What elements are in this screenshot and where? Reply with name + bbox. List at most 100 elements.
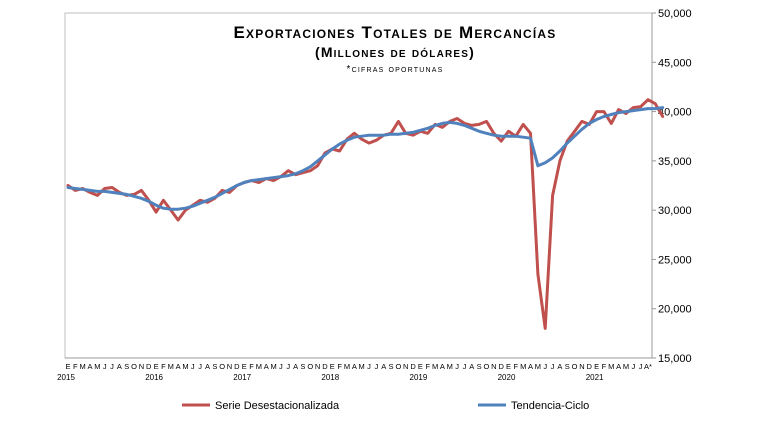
- chart-title: Exportaciones Totales de Mercancías: [234, 23, 557, 42]
- y-tick-label: 50,000: [658, 8, 692, 20]
- x-tick-label: J: [198, 362, 202, 371]
- x-tick-label: O: [484, 362, 490, 371]
- x-tick-label: D: [146, 362, 152, 371]
- x-tick-label: J: [374, 362, 378, 371]
- x-year-label: 2019: [410, 373, 428, 382]
- x-tick-label: F: [161, 362, 166, 371]
- x-tick-label: M: [80, 362, 86, 371]
- x-tick-label: A: [176, 362, 181, 371]
- legend: Serie Desestacionalizada Tendencia-Ciclo: [182, 400, 589, 412]
- x-year-label: 2016: [145, 373, 163, 382]
- x-tick-label: N: [403, 362, 408, 371]
- x-tick-label: O: [395, 362, 401, 371]
- x-tick-label: J: [191, 362, 195, 371]
- x-tick-label: S: [389, 362, 394, 371]
- x-tick-label: A: [293, 362, 298, 371]
- y-tick-label: 15,000: [658, 353, 692, 365]
- x-tick-label: E: [154, 362, 159, 371]
- x-tick-label: A: [205, 362, 210, 371]
- x-year-label: 2017: [233, 373, 251, 382]
- x-tick-label: A: [117, 362, 122, 371]
- y-tick-label: 25,000: [658, 254, 692, 266]
- x-tick-label: A: [440, 362, 445, 371]
- series-line-serie-desestacionalizada: [66, 98, 665, 330]
- x-tick-label: E: [506, 362, 511, 371]
- x-year-label: 2020: [498, 373, 516, 382]
- x-tick-label: E: [242, 362, 247, 371]
- chart-note: *cifras oportunas: [347, 64, 444, 75]
- x-tick-label: S: [300, 362, 305, 371]
- x-tick-label: F: [337, 362, 342, 371]
- x-tick-label: E: [418, 362, 423, 371]
- x-tick-label: D: [587, 362, 593, 371]
- legend-label-serie-desestacionalizada: Serie Desestacionalizada: [215, 400, 340, 412]
- x-tick-label: M: [270, 362, 276, 371]
- x-tick-label: J: [367, 362, 371, 371]
- y-tick-label: 40,000: [658, 107, 692, 119]
- x-tick-label: F: [249, 362, 254, 371]
- x-year-label: 2021: [586, 373, 604, 382]
- x-tick-label: A: [616, 362, 621, 371]
- x-tick-label: E: [594, 362, 599, 371]
- x-tick-label: N: [227, 362, 232, 371]
- x-tick-label: J: [631, 362, 635, 371]
- x-tick-label: S: [124, 362, 129, 371]
- x-tick-label: J: [455, 362, 459, 371]
- y-tick-label: 35,000: [658, 156, 692, 168]
- x-tick-label: E: [65, 362, 70, 371]
- x-tick-label: F: [73, 362, 78, 371]
- x-tick-label: N: [491, 362, 496, 371]
- x-tick-label: S: [477, 362, 482, 371]
- x-tick-label: M: [359, 362, 365, 371]
- x-tick-label: M: [182, 362, 188, 371]
- x-axis-years: 2015 2016 2017 2018 2019 2020 2021: [57, 373, 604, 382]
- y-tick-label: 45,000: [658, 57, 692, 69]
- x-tick-label: A*: [644, 362, 652, 371]
- x-tick-label: A: [352, 362, 357, 371]
- x-tick-label: S: [212, 362, 217, 371]
- x-tick-label: J: [279, 362, 283, 371]
- x-tick-label: O: [219, 362, 225, 371]
- x-tick-label: M: [535, 362, 541, 371]
- x-tick-label: M: [256, 362, 262, 371]
- x-tick-label: M: [623, 362, 629, 371]
- x-tick-label: S: [565, 362, 570, 371]
- x-tick-label: J: [543, 362, 547, 371]
- x-tick-label: A: [557, 362, 562, 371]
- x-tick-label: M: [94, 362, 100, 371]
- x-tick-label: A: [528, 362, 533, 371]
- x-tick-label: N: [139, 362, 144, 371]
- y-tick-label: 20,000: [658, 304, 692, 316]
- chart-subtitle: (Millones de dólares): [315, 44, 475, 60]
- x-tick-label: M: [520, 362, 526, 371]
- x-tick-label: N: [315, 362, 320, 371]
- legend-item-tendencia-ciclo: Tendencia-Ciclo: [478, 400, 589, 412]
- x-tick-label: A: [381, 362, 386, 371]
- x-tick-label: O: [307, 362, 313, 371]
- series-lines: [66, 98, 665, 330]
- x-tick-label: N: [579, 362, 584, 371]
- x-year-label: 2018: [321, 373, 339, 382]
- x-tick-label: D: [234, 362, 240, 371]
- x-year-label: 2015: [57, 373, 75, 382]
- x-tick-label: J: [639, 362, 643, 371]
- x-tick-label: O: [572, 362, 578, 371]
- x-tick-label: J: [463, 362, 467, 371]
- x-tick-label: D: [410, 362, 416, 371]
- x-tick-label: M: [344, 362, 350, 371]
- x-tick-label: M: [168, 362, 174, 371]
- legend-label-tendencia-ciclo: Tendencia-Ciclo: [511, 400, 589, 412]
- y-tick-label: 30,000: [658, 205, 692, 217]
- x-tick-label: J: [103, 362, 107, 371]
- x-tick-label: M: [432, 362, 438, 371]
- x-tick-label: F: [425, 362, 430, 371]
- x-tick-label: J: [286, 362, 290, 371]
- x-tick-label: M: [447, 362, 453, 371]
- x-tick-label: D: [322, 362, 328, 371]
- x-tick-label: A: [88, 362, 93, 371]
- x-tick-label: A: [264, 362, 269, 371]
- x-tick-label: M: [608, 362, 614, 371]
- series-line-tendencia-ciclo: [66, 106, 665, 211]
